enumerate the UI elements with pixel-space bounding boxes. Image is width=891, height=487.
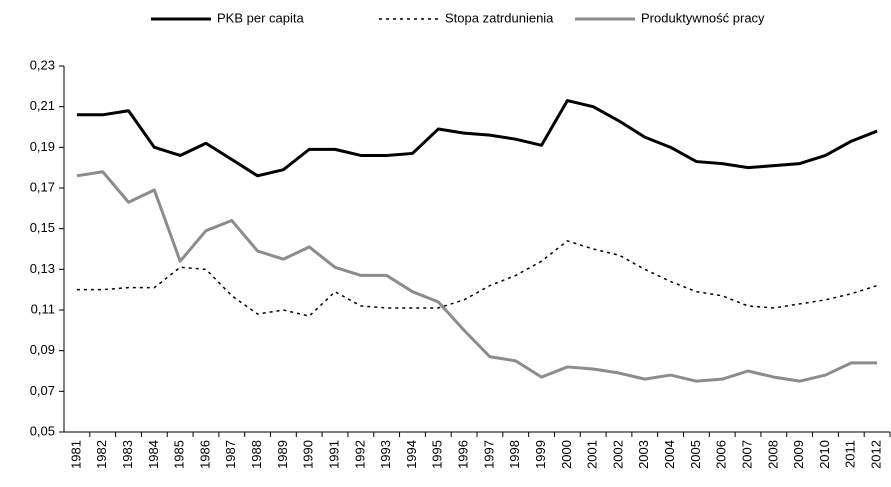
x-tick-label: 2008: [765, 440, 780, 469]
x-tick-label: 1994: [404, 440, 419, 469]
x-tick-label: 1990: [301, 440, 316, 469]
x-tick-label: 2011: [843, 440, 858, 468]
x-tick-label: 2006: [714, 440, 729, 469]
x-tick-label: 1996: [456, 440, 471, 469]
x-tick-label: 1995: [430, 440, 445, 469]
x-tick-label: 2007: [739, 440, 754, 469]
y-tick-label: 0,17: [30, 179, 55, 194]
y-tick-label: 0,09: [30, 342, 55, 357]
x-tick-label: 2002: [610, 440, 625, 469]
y-tick-label: 0,13: [30, 261, 55, 276]
x-tick-label: 1998: [507, 440, 522, 469]
x-tick-label: 2009: [791, 440, 806, 469]
x-tick-label: 2010: [817, 440, 832, 469]
x-tick-label: 1992: [352, 440, 367, 469]
x-tick-label: 1988: [249, 440, 264, 469]
y-tick-label: 0,05: [30, 423, 55, 438]
y-tick-label: 0,23: [30, 57, 55, 72]
x-tick-label: 2005: [688, 440, 703, 469]
x-tick-label: 1999: [533, 440, 548, 469]
legend-label: PKB per capita: [217, 10, 304, 25]
y-tick-label: 0,11: [31, 301, 55, 316]
x-tick-label: 1984: [146, 440, 161, 469]
y-tick-label: 0,15: [30, 220, 55, 235]
y-tick-label: 0,21: [30, 98, 55, 113]
x-tick-label: 2004: [662, 440, 677, 469]
x-tick-label: 1985: [172, 440, 187, 469]
x-tick-label: 1983: [120, 440, 135, 469]
x-tick-label: 1993: [378, 440, 393, 469]
y-tick-label: 0,19: [30, 139, 55, 154]
legend-label: Stopa zatrdunienia: [445, 10, 554, 25]
x-tick-label: 1989: [275, 440, 290, 469]
x-tick-label: 1982: [94, 440, 109, 469]
x-tick-label: 1997: [481, 440, 496, 469]
series-line: [76, 170, 878, 383]
legend-label: Produktywność pracy: [641, 10, 765, 25]
x-tick-label: 2001: [585, 440, 600, 469]
series-line: [76, 99, 878, 178]
x-tick-label: 2003: [636, 440, 651, 469]
x-tick-label: 1986: [197, 440, 212, 469]
x-tick-label: 1987: [223, 440, 238, 469]
x-tick-label: 2012: [869, 440, 884, 469]
series-line: [76, 240, 878, 317]
y-tick-label: 0,07: [30, 383, 55, 398]
x-tick-label: 1991: [326, 440, 341, 469]
x-tick-label: 2000: [559, 440, 574, 469]
x-tick-label: 1981: [68, 440, 83, 469]
